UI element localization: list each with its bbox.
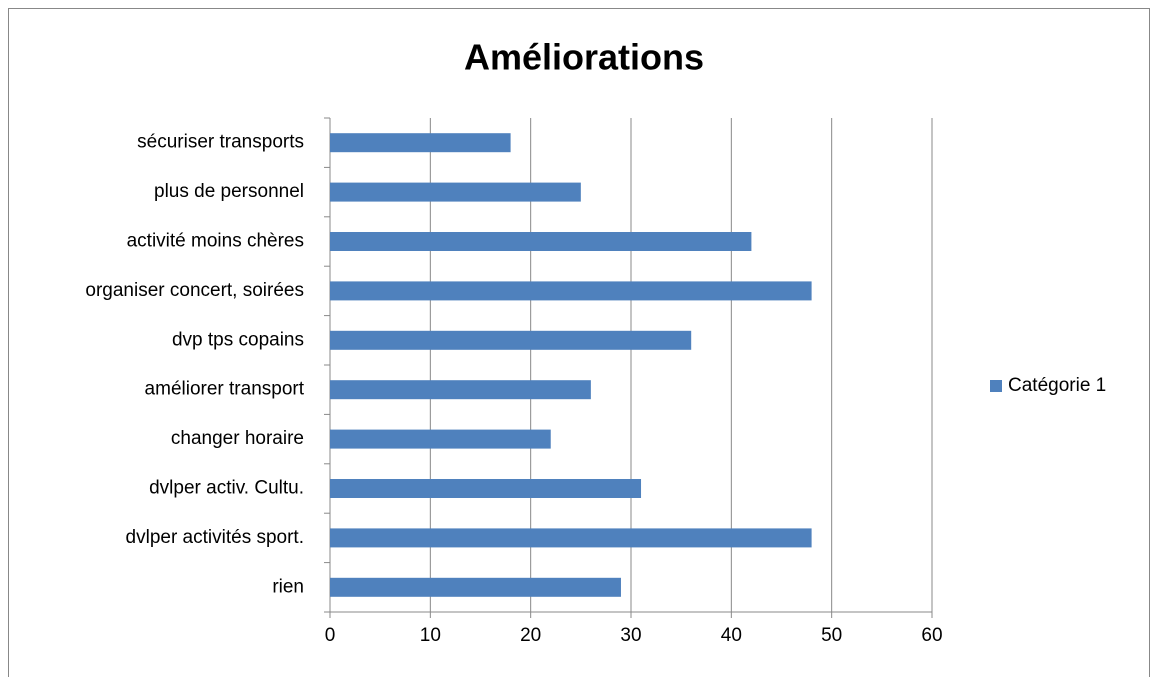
x-tick-label: 30	[620, 625, 641, 646]
y-tick-label: organiser concert, soirées	[85, 280, 304, 301]
x-tick-label: 10	[420, 625, 441, 646]
y-tick-label: activité moins chères	[127, 231, 304, 252]
x-tick-label: 40	[721, 625, 742, 646]
bar	[330, 479, 642, 498]
legend-label: Catégorie 1	[1008, 375, 1106, 396]
x-tick-label: 0	[325, 625, 336, 646]
bar	[330, 577, 621, 597]
y-tick-label: rien	[272, 576, 304, 597]
y-tick-label: dvlper activ. Cultu.	[149, 478, 304, 499]
y-tick-label: améliorer transport	[145, 379, 305, 400]
x-tick-label: 50	[821, 625, 842, 646]
y-tick-label: changer horaire	[171, 428, 304, 449]
y-tick-label: dvlper activités sport.	[126, 527, 304, 548]
bar	[330, 182, 581, 202]
y-tick-label: dvp tps copains	[172, 329, 304, 350]
y-tick-label: sécuriser transports	[137, 132, 304, 153]
bar	[330, 281, 812, 301]
bar	[330, 528, 812, 548]
bar	[330, 429, 551, 449]
chart-title: Améliorations	[464, 37, 704, 78]
bar	[330, 330, 692, 350]
bar	[330, 380, 591, 400]
x-tick-label: 20	[520, 625, 541, 646]
x-tick-label: 60	[921, 625, 942, 646]
y-tick-label: plus de personnel	[154, 181, 304, 202]
bar	[330, 133, 511, 153]
bar	[330, 232, 752, 251]
legend-swatch	[990, 380, 1002, 392]
